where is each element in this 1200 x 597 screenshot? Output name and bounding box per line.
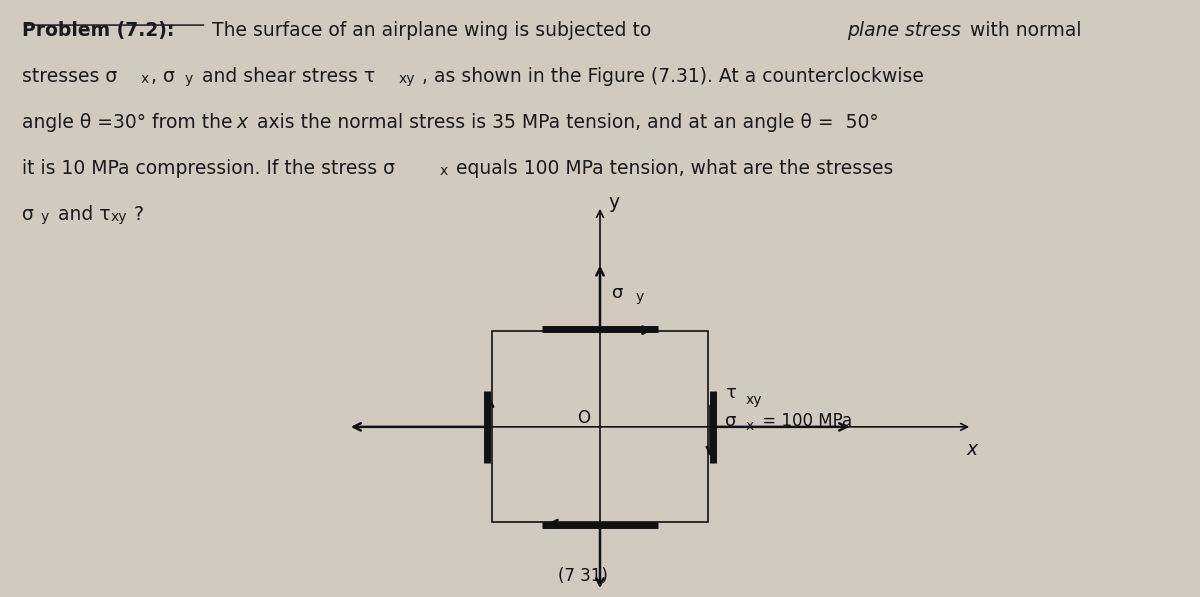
Text: y: y	[185, 72, 193, 85]
Text: σ: σ	[612, 284, 623, 301]
Text: Problem (7.2):: Problem (7.2):	[22, 21, 174, 40]
Text: axis the normal stress is 35 MPa tension, and at an angle θ =  50°: axis the normal stress is 35 MPa tension…	[251, 113, 878, 132]
Bar	[492, 331, 708, 522]
Text: x: x	[966, 440, 978, 459]
Text: xy: xy	[745, 393, 762, 407]
Text: x: x	[745, 418, 754, 433]
Text: and τ: and τ	[52, 205, 110, 224]
Text: angle θ =30° from the: angle θ =30° from the	[22, 113, 238, 132]
Text: (7 31): (7 31)	[558, 567, 608, 585]
Text: and shear stress τ: and shear stress τ	[196, 67, 374, 86]
Text: xy: xy	[398, 72, 415, 85]
Text: The surface of an airplane wing is subjected to: The surface of an airplane wing is subje…	[206, 21, 658, 40]
Text: with normal: with normal	[964, 21, 1081, 40]
Text: τ: τ	[725, 384, 736, 402]
Text: x: x	[236, 113, 247, 132]
Text: σ: σ	[22, 205, 34, 224]
Text: equals 100 MPa tension, what are the stresses: equals 100 MPa tension, what are the str…	[450, 159, 893, 178]
Text: y: y	[636, 290, 644, 304]
Text: x: x	[439, 164, 448, 177]
Text: plane stress: plane stress	[847, 21, 961, 40]
Text: , as shown in the Figure (7.31). At a counterclockwise: , as shown in the Figure (7.31). At a co…	[422, 67, 924, 86]
Text: x: x	[140, 72, 149, 85]
Text: xy: xy	[110, 210, 127, 223]
Text: it is 10 MPa compression. If the stress σ: it is 10 MPa compression. If the stress …	[22, 159, 395, 178]
Text: σ: σ	[725, 412, 736, 430]
Text: O: O	[577, 409, 589, 427]
Text: = 100 MPa: = 100 MPa	[757, 412, 852, 430]
Text: y: y	[608, 193, 619, 213]
Text: stresses σ: stresses σ	[22, 67, 116, 86]
Text: ?: ?	[133, 205, 143, 224]
Text: y: y	[41, 210, 49, 223]
Text: , σ: , σ	[151, 67, 175, 86]
